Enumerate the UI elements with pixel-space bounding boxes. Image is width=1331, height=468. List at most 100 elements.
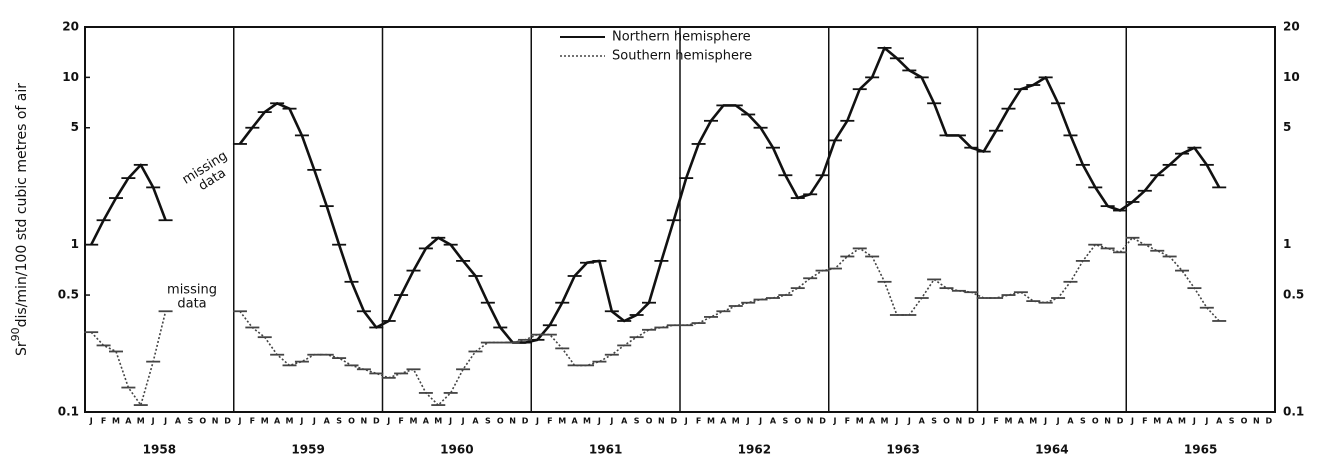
x-tick-label: N xyxy=(807,417,814,426)
x-tick-label: F xyxy=(845,417,850,426)
x-tick-label: J xyxy=(461,417,465,426)
x-tick-label: M xyxy=(732,417,740,426)
x-tick-label: J xyxy=(758,417,762,426)
x-tick-label: F xyxy=(993,417,998,426)
x-tick-label: J xyxy=(299,417,303,426)
y2-tick-label: 5 xyxy=(1283,120,1291,134)
x-tick-label: O xyxy=(199,417,206,426)
x-tick-label: S xyxy=(1229,417,1235,426)
legend-label: Southern hemisphere xyxy=(612,49,752,64)
x-tick-label: S xyxy=(1080,417,1086,426)
x-tick-label: J xyxy=(1056,417,1060,426)
y2-tick-label: 1 xyxy=(1283,237,1291,251)
legend-label: Northern hemisphere xyxy=(612,30,751,45)
y-tick-label: 0.1 xyxy=(58,405,79,419)
y2-tick-label: 0.1 xyxy=(1283,405,1304,419)
y-tick-label: 20 xyxy=(62,20,79,34)
y-tick-label: 1 xyxy=(71,237,79,251)
x-tick-label: M xyxy=(583,417,591,426)
series-line xyxy=(90,46,1221,344)
x-tick-label: S xyxy=(634,417,640,426)
x-tick-label: F xyxy=(1142,417,1147,426)
x-tick-label: J xyxy=(894,417,898,426)
x-tick-label: A xyxy=(572,417,579,426)
x-tick-label: J xyxy=(1043,417,1047,426)
x-tick-label: A xyxy=(720,417,727,426)
x-tick-label: M xyxy=(881,417,889,426)
x-tick-label: J xyxy=(89,417,93,426)
x-tick-label: D xyxy=(1265,417,1272,426)
x-tick-label: O xyxy=(1241,417,1248,426)
x-tick-label: J xyxy=(746,417,750,426)
x-tick-label: M xyxy=(1005,417,1013,426)
y-tick-label: 10 xyxy=(62,70,79,84)
x-tick-label: N xyxy=(956,417,963,426)
year-label: 1959 xyxy=(291,443,324,457)
year-label: 1961 xyxy=(589,443,622,457)
x-tick-label: S xyxy=(336,417,342,426)
x-tick-label: J xyxy=(386,417,390,426)
x-tick-label: F xyxy=(101,417,106,426)
x-tick-label: J xyxy=(981,417,985,426)
x-tick-label: A xyxy=(1067,417,1074,426)
x-tick-label: J xyxy=(1192,417,1196,426)
x-tick-label: J xyxy=(832,417,836,426)
x-tick-label: A xyxy=(125,417,132,426)
x-tick-label: F xyxy=(696,417,701,426)
x-tick-label: J xyxy=(597,417,601,426)
y2-tick-label: 20 xyxy=(1283,20,1300,34)
x-tick-label: J xyxy=(448,417,452,426)
x-tick-label: D xyxy=(224,417,231,426)
x-tick-label: M xyxy=(410,417,418,426)
x-tick-label: O xyxy=(943,417,950,426)
annotation-text: data xyxy=(177,297,206,312)
x-tick-label: D xyxy=(670,417,677,426)
x-tick-label: F xyxy=(398,417,403,426)
x-tick-label: O xyxy=(497,417,504,426)
year-label: 1964 xyxy=(1035,443,1068,457)
y-label-mass: 90 xyxy=(9,327,22,341)
annotation-text: missing xyxy=(167,283,217,298)
x-tick-label: M xyxy=(112,417,120,426)
x-tick-label: M xyxy=(856,417,864,426)
x-tick-label: J xyxy=(609,417,613,426)
x-tick-label: N xyxy=(658,417,665,426)
x-tick-label: A xyxy=(770,417,777,426)
x-tick-label: A xyxy=(869,417,876,426)
x-tick-label: S xyxy=(931,417,937,426)
x-tick-label: D xyxy=(1117,417,1124,426)
x-tick-label: D xyxy=(819,417,826,426)
x-tick-label: D xyxy=(968,417,975,426)
x-tick-label: O xyxy=(1092,417,1099,426)
year-label: 1962 xyxy=(738,443,771,457)
y2-tick-label: 0.5 xyxy=(1283,288,1304,302)
x-tick-label: M xyxy=(286,417,294,426)
x-tick-label: M xyxy=(707,417,715,426)
x-tick-label: M xyxy=(1029,417,1037,426)
series-line xyxy=(90,237,1220,406)
x-tick-label: S xyxy=(782,417,788,426)
x-tick-label: A xyxy=(1216,417,1223,426)
x-tick-label: O xyxy=(348,417,355,426)
year-label: 1958 xyxy=(143,443,176,457)
x-tick-label: D xyxy=(522,417,529,426)
x-tick-label: J xyxy=(163,417,167,426)
x-tick-label: J xyxy=(907,417,911,426)
x-tick-label: A xyxy=(1018,417,1025,426)
x-tick-label: M xyxy=(1153,417,1161,426)
x-tick-label: N xyxy=(1253,417,1260,426)
y-tick-label: 0.5 xyxy=(58,288,79,302)
y2-tick-label: 10 xyxy=(1283,70,1300,84)
x-tick-label: O xyxy=(794,417,801,426)
x-tick-label: N xyxy=(509,417,516,426)
x-tick-label: A xyxy=(175,417,182,426)
x-tick-label: N xyxy=(212,417,219,426)
x-tick-label: M xyxy=(261,417,269,426)
x-tick-label: N xyxy=(361,417,368,426)
x-tick-label: J xyxy=(151,417,155,426)
x-tick-label: A xyxy=(1167,417,1174,426)
x-tick-label: A xyxy=(621,417,628,426)
x-tick-label: J xyxy=(684,417,688,426)
